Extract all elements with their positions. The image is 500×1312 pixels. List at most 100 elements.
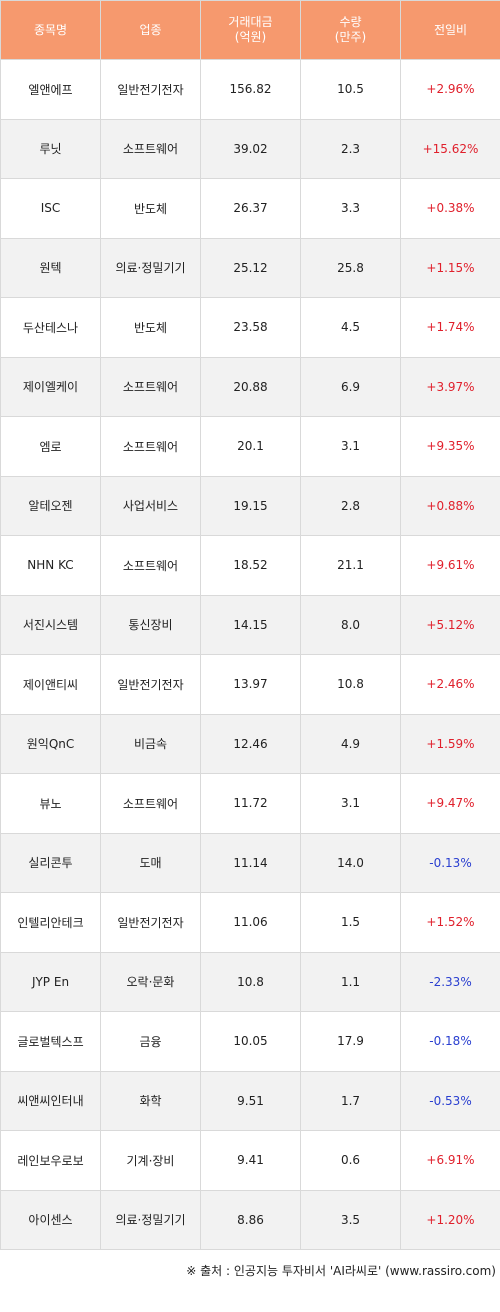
- table-row: 씨앤씨인터내 화학 9.51 1.7 -0.53%: [0, 1070, 500, 1131]
- table-row: 루닛 소프트웨어 39.02 2.3 +15.62%: [0, 118, 500, 179]
- header-amount: 거래대금 (억원): [200, 0, 301, 60]
- cell-amount: 9.51: [200, 1070, 301, 1131]
- cell-volume: 3.1: [300, 416, 401, 477]
- table-row: 엠로 소프트웨어 20.1 3.1 +9.35%: [0, 416, 500, 477]
- cell-stock-name: 글로벌텍스프: [0, 1011, 101, 1072]
- cell-amount: 18.52: [200, 535, 301, 596]
- table-row: JYP En 오락·문화 10.8 1.1 -2.33%: [0, 951, 500, 1012]
- cell-volume: 3.5: [300, 1189, 401, 1250]
- cell-amount: 39.02: [200, 118, 301, 179]
- cell-volume: 4.5: [300, 297, 401, 358]
- header-volume-line2: (만주): [334, 30, 367, 44]
- cell-volume: 1.7: [300, 1070, 401, 1131]
- cell-amount: 9.41: [200, 1130, 301, 1191]
- header-row: 종목명 업종 거래대금 (억원) 수량 (만주) 전일비: [0, 0, 500, 60]
- cell-sector: 비금속: [100, 713, 201, 774]
- cell-stock-name: 엘앤에프: [0, 59, 101, 120]
- cell-change: +5.12%: [400, 594, 500, 655]
- header-volume: 수량 (만주): [300, 0, 401, 60]
- cell-change: +9.61%: [400, 535, 500, 596]
- table-row: ISC 반도체 26.37 3.3 +0.38%: [0, 178, 500, 239]
- cell-volume: 25.8: [300, 237, 401, 298]
- cell-sector: 반도체: [100, 297, 201, 358]
- cell-sector: 오락·문화: [100, 951, 201, 1012]
- cell-volume: 4.9: [300, 713, 401, 774]
- table-row: 두산테스나 반도체 23.58 4.5 +1.74%: [0, 297, 500, 358]
- cell-change: +3.97%: [400, 356, 500, 417]
- cell-volume: 3.1: [300, 773, 401, 834]
- cell-amount: 11.14: [200, 832, 301, 893]
- cell-stock-name: 제이앤티씨: [0, 654, 101, 715]
- cell-stock-name: 씨앤씨인터내: [0, 1070, 101, 1131]
- cell-change: +15.62%: [400, 118, 500, 179]
- cell-sector: 일반전기전자: [100, 59, 201, 120]
- cell-volume: 1.5: [300, 892, 401, 953]
- cell-sector: 의료·정밀기기: [100, 237, 201, 298]
- cell-stock-name: 인텔리안테크: [0, 892, 101, 953]
- cell-sector: 소프트웨어: [100, 773, 201, 834]
- header-amount-line1: 거래대금: [228, 15, 273, 29]
- cell-stock-name: 뷰노: [0, 773, 101, 834]
- cell-change: -2.33%: [400, 951, 500, 1012]
- table-row: 원익QnC 비금속 12.46 4.9 +1.59%: [0, 713, 500, 774]
- table-row: 실리콘투 도매 11.14 14.0 -0.13%: [0, 832, 500, 893]
- table-row: 글로벌텍스프 금융 10.05 17.9 -0.18%: [0, 1011, 500, 1072]
- header-name: 종목명: [0, 0, 101, 60]
- cell-stock-name: ISC: [0, 178, 101, 239]
- table-row: 인텔리안테크 일반전기전자 11.06 1.5 +1.52%: [0, 892, 500, 953]
- cell-change: +6.91%: [400, 1130, 500, 1191]
- cell-sector: 기계·장비: [100, 1130, 201, 1191]
- cell-change: +1.59%: [400, 713, 500, 774]
- cell-change: +1.52%: [400, 892, 500, 953]
- cell-amount: 156.82: [200, 59, 301, 120]
- cell-volume: 3.3: [300, 178, 401, 239]
- cell-stock-name: 두산테스나: [0, 297, 101, 358]
- table-row: 엘앤에프 일반전기전자 156.82 10.5 +2.96%: [0, 59, 500, 120]
- cell-sector: 일반전기전자: [100, 892, 201, 953]
- cell-volume: 2.3: [300, 118, 401, 179]
- cell-stock-name: 엠로: [0, 416, 101, 477]
- table-row: NHN KC 소프트웨어 18.52 21.1 +9.61%: [0, 535, 500, 596]
- cell-volume: 8.0: [300, 594, 401, 655]
- cell-sector: 일반전기전자: [100, 654, 201, 715]
- table-row: 아이센스 의료·정밀기기 8.86 3.5 +1.20%: [0, 1189, 500, 1250]
- cell-stock-name: 서진시스템: [0, 594, 101, 655]
- source-note: ※ 출처 : 인공지능 투자비서 'AI라씨로' (www.rassiro.co…: [186, 1264, 496, 1278]
- cell-stock-name: NHN KC: [0, 535, 101, 596]
- trading-table: 종목명 업종 거래대금 (억원) 수량 (만주) 전일비 엘앤에프 일반전기전자 1…: [0, 0, 500, 1250]
- table-header: 종목명 업종 거래대금 (억원) 수량 (만주) 전일비: [0, 0, 500, 60]
- cell-sector: 반도체: [100, 178, 201, 239]
- table-row: 제이앤티씨 일반전기전자 13.97 10.8 +2.46%: [0, 654, 500, 715]
- cell-change: +9.47%: [400, 773, 500, 834]
- cell-change: -0.13%: [400, 832, 500, 893]
- table-row: 제이엘케이 소프트웨어 20.88 6.9 +3.97%: [0, 356, 500, 417]
- cell-stock-name: 원익QnC: [0, 713, 101, 774]
- cell-sector: 소프트웨어: [100, 535, 201, 596]
- cell-volume: 2.8: [300, 475, 401, 536]
- cell-sector: 소프트웨어: [100, 416, 201, 477]
- cell-volume: 1.1: [300, 951, 401, 1012]
- cell-stock-name: 아이센스: [0, 1189, 101, 1250]
- cell-amount: 10.05: [200, 1011, 301, 1072]
- cell-change: +2.96%: [400, 59, 500, 120]
- cell-sector: 화학: [100, 1070, 201, 1131]
- cell-amount: 8.86: [200, 1189, 301, 1250]
- cell-amount: 10.8: [200, 951, 301, 1012]
- header-sector: 업종: [100, 0, 201, 60]
- cell-stock-name: 실리콘투: [0, 832, 101, 893]
- cell-change: +9.35%: [400, 416, 500, 477]
- cell-stock-name: 루닛: [0, 118, 101, 179]
- cell-amount: 25.12: [200, 237, 301, 298]
- table-row: 서진시스템 통신장비 14.15 8.0 +5.12%: [0, 594, 500, 655]
- cell-amount: 11.06: [200, 892, 301, 953]
- cell-volume: 10.8: [300, 654, 401, 715]
- table-row: 원텍 의료·정밀기기 25.12 25.8 +1.15%: [0, 237, 500, 298]
- header-amount-line2: (억원): [234, 30, 267, 44]
- cell-sector: 도매: [100, 832, 201, 893]
- table-row: 레인보우로보 기계·장비 9.41 0.6 +6.91%: [0, 1130, 500, 1191]
- table-row: 알테오젠 사업서비스 19.15 2.8 +0.88%: [0, 475, 500, 536]
- cell-amount: 12.46: [200, 713, 301, 774]
- cell-volume: 10.5: [300, 59, 401, 120]
- cell-change: +1.74%: [400, 297, 500, 358]
